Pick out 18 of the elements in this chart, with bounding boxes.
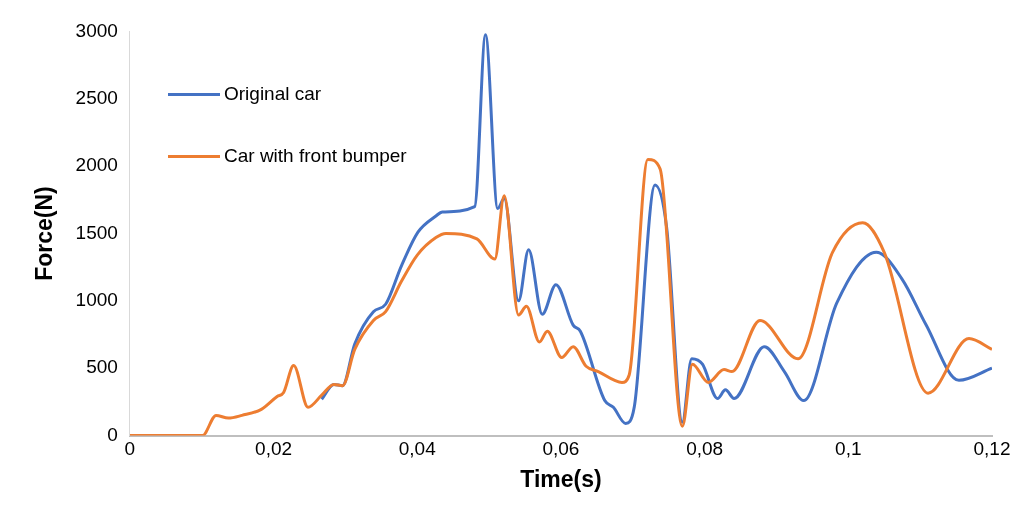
x-tick-label: 0,02 (255, 438, 293, 460)
x-axis-title: Time(s) (520, 465, 602, 492)
x-tick-label: 0,1 (835, 438, 862, 460)
y-tick-label: 1500 (75, 221, 118, 243)
x-tick-label: 0,06 (542, 438, 580, 460)
x-tick-label: 0,12 (973, 438, 1011, 460)
legend-label: Car with front bumper (224, 145, 407, 167)
x-tick-label: 0 (124, 438, 136, 460)
x-tick-label: 0,08 (686, 438, 724, 460)
legend-label: Original car (224, 83, 322, 105)
x-tick-label: 0,04 (398, 438, 437, 460)
y-tick-label: 1000 (75, 289, 118, 311)
y-axis-title: Force(N) (31, 186, 58, 281)
y-tick-label: 500 (86, 356, 118, 378)
y-tick-label: 3000 (75, 19, 118, 41)
y-tick-label: 2500 (75, 87, 118, 108)
y-tick-label: 0 (107, 423, 118, 445)
y-tick-label: 2000 (75, 154, 118, 176)
